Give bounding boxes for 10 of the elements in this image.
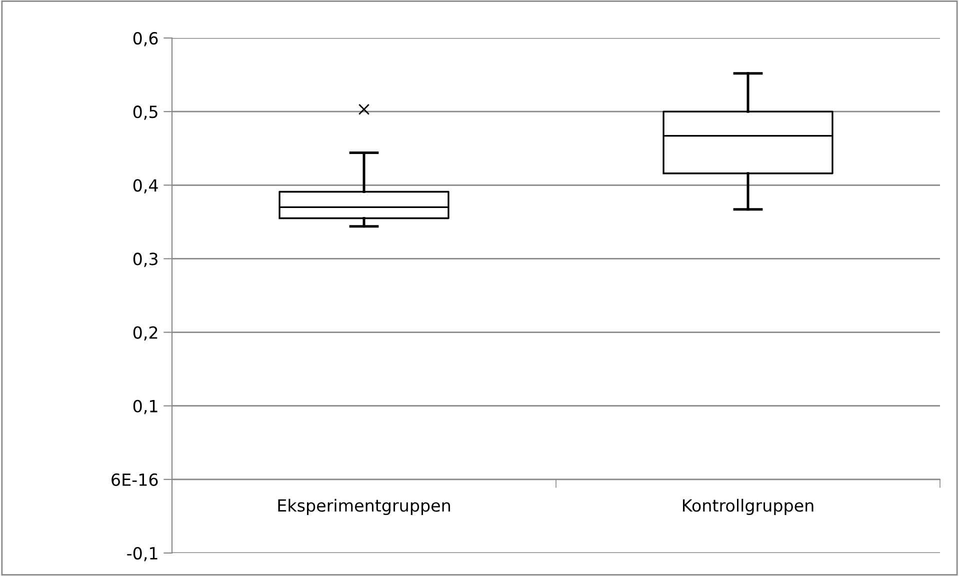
y-tick-label: 0,1 xyxy=(133,400,158,414)
y-tick-label: 0,2 xyxy=(133,326,158,341)
y-tick-label: 0,5 xyxy=(133,106,158,120)
y-tick-label: 6E-16 xyxy=(112,473,158,486)
y-tick-label: 0,6 xyxy=(133,32,158,46)
y-tick-label: 0,4 xyxy=(133,179,158,194)
y-tick-label: 0,3 xyxy=(133,252,158,267)
y-tick-label: -0,1 xyxy=(127,546,158,562)
x-tick-label: Kontrollgruppen xyxy=(682,498,814,516)
x-tick-label: Eksperimentgruppen xyxy=(278,498,450,516)
